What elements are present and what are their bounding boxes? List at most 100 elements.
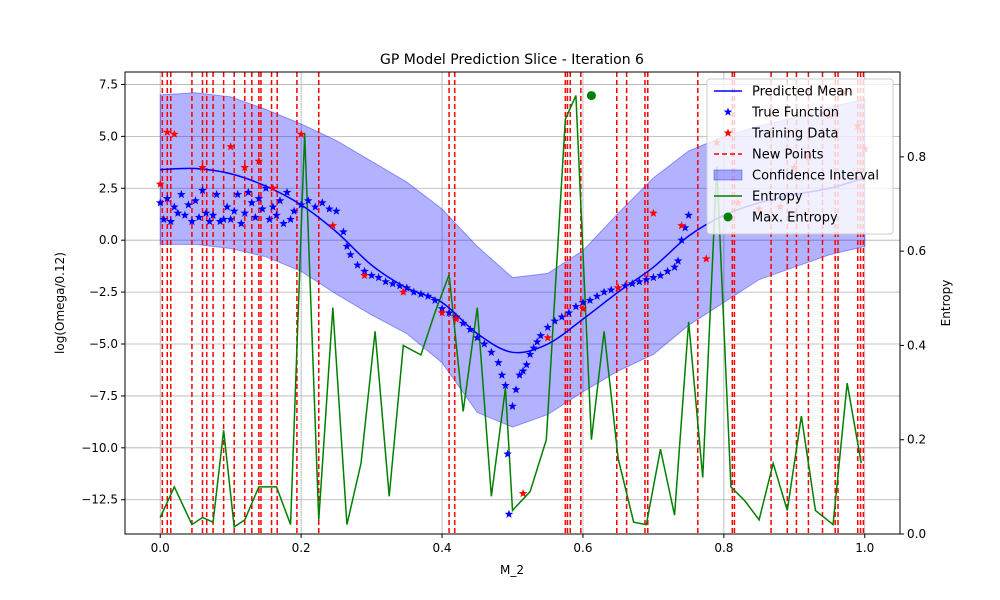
true-function-point bbox=[254, 194, 264, 203]
legend-label: Predicted Mean bbox=[752, 85, 853, 100]
training-data-point bbox=[399, 287, 408, 296]
legend-label: True Function bbox=[751, 106, 839, 121]
true-function-point bbox=[402, 283, 412, 292]
legend-entry: Training Data bbox=[723, 127, 838, 142]
max-entropy-point bbox=[586, 91, 596, 101]
plot-frame bbox=[124, 71, 901, 535]
y-tick-label: −10.0 bbox=[81, 441, 118, 455]
training-data-point bbox=[578, 304, 588, 313]
confidence-interval-band bbox=[159, 92, 866, 428]
true-function-point bbox=[184, 200, 193, 209]
true-function-point bbox=[201, 208, 211, 217]
training-data-point bbox=[451, 314, 461, 323]
y2-tick-label: 0.2 bbox=[907, 433, 926, 447]
training-data-point bbox=[518, 489, 528, 498]
true-function-point bbox=[244, 187, 253, 197]
true-function-point bbox=[525, 349, 535, 359]
training-data-point bbox=[328, 221, 338, 230]
true-function-point bbox=[395, 281, 405, 290]
x-tick-label: 0.8 bbox=[714, 541, 733, 555]
true-function-point bbox=[518, 366, 528, 375]
y2-axis-label: Entropy bbox=[939, 280, 953, 327]
legend-entry: New Points bbox=[714, 148, 824, 163]
true-function-point bbox=[677, 235, 686, 244]
true-function-point bbox=[236, 219, 246, 228]
true-function-point bbox=[656, 270, 665, 280]
true-function-point bbox=[571, 302, 581, 311]
true-function-point bbox=[170, 202, 179, 211]
true-function-point bbox=[180, 210, 190, 219]
true-function-point bbox=[578, 297, 588, 307]
true-function-point bbox=[620, 281, 630, 290]
true-function-point bbox=[388, 279, 398, 288]
true-function-point bbox=[346, 250, 355, 259]
legend-entry: True Function bbox=[723, 106, 839, 121]
training-data-point bbox=[677, 221, 686, 230]
legend-star-swatch bbox=[723, 128, 733, 137]
training-data-point bbox=[437, 308, 447, 317]
true-function-point bbox=[219, 214, 228, 224]
true-function-point bbox=[465, 324, 475, 334]
legend-entry: Confidence Interval bbox=[713, 169, 879, 184]
y-tick-label: 5.0 bbox=[99, 129, 118, 143]
true-function-point bbox=[251, 212, 260, 221]
true-function-point bbox=[532, 337, 542, 346]
legend-label: Confidence Interval bbox=[752, 169, 879, 184]
x-tick-label: 0.4 bbox=[432, 541, 451, 555]
true-function-point bbox=[339, 227, 348, 236]
true-function-point bbox=[212, 190, 221, 199]
true-function-point bbox=[240, 208, 250, 217]
true-function-point bbox=[296, 200, 306, 209]
x-tick-label: 0.0 bbox=[151, 541, 170, 555]
true-function-point bbox=[673, 256, 683, 265]
true-function-point bbox=[501, 381, 510, 390]
true-function-point bbox=[289, 206, 299, 215]
true-function-point bbox=[353, 260, 362, 269]
y2-tick-label: 0.6 bbox=[907, 244, 926, 258]
training-data-point bbox=[649, 208, 658, 217]
true-function-point bbox=[642, 275, 651, 284]
y2-tick-label: 0.0 bbox=[907, 527, 926, 541]
legend: Predicted Mean True Function Training Data… bbox=[706, 78, 894, 235]
true-function-point bbox=[635, 277, 644, 286]
true-function-point bbox=[503, 449, 512, 458]
true-function-point bbox=[663, 266, 672, 275]
true-function-point bbox=[627, 279, 637, 288]
true-function-point bbox=[360, 266, 369, 275]
true-function-point bbox=[191, 196, 200, 205]
true-function-point bbox=[374, 273, 383, 282]
training-data-point bbox=[155, 179, 165, 188]
true-function-point bbox=[159, 214, 169, 224]
training-data-point bbox=[198, 163, 207, 172]
y2-tick-label: 0.4 bbox=[907, 338, 926, 352]
true-function-point bbox=[208, 210, 218, 219]
true-function-point bbox=[684, 210, 693, 219]
x-tick-label: 0.2 bbox=[292, 541, 311, 555]
true-function-point bbox=[480, 339, 489, 348]
true-function-point bbox=[504, 509, 514, 518]
axes: 0.0 0.2 0.4 0.6 0.8 1.0 7.5 5.0 2.5 0.0 −2.5 −5.0 −7… bbox=[81, 77, 926, 555]
legend-box bbox=[706, 78, 894, 235]
true-function-point bbox=[215, 217, 225, 226]
x-tick-label: 1.0 bbox=[855, 541, 874, 555]
entropy-line bbox=[159, 95, 862, 529]
true-function-point bbox=[317, 198, 327, 207]
true-function-point bbox=[166, 217, 176, 226]
chart-title: GP Model Prediction Slice - Iteration 6 bbox=[380, 52, 644, 68]
x-tick-label: 0.6 bbox=[573, 541, 592, 555]
true-function-point bbox=[310, 202, 320, 211]
plot-area bbox=[155, 72, 870, 534]
true-function-point bbox=[494, 358, 503, 367]
y-tick-label: −7.5 bbox=[89, 389, 118, 403]
true-function-point bbox=[423, 291, 433, 300]
true-function-point bbox=[268, 202, 278, 211]
true-function-point bbox=[233, 190, 243, 199]
true-function-point bbox=[265, 214, 274, 224]
true-function-point bbox=[381, 277, 390, 286]
legend-entry: Predicted Mean bbox=[714, 85, 853, 100]
true-function-point bbox=[670, 262, 679, 271]
x-axis-label: M_2 bbox=[500, 563, 524, 577]
true-function-point bbox=[487, 347, 496, 356]
true-function-point bbox=[497, 370, 507, 379]
